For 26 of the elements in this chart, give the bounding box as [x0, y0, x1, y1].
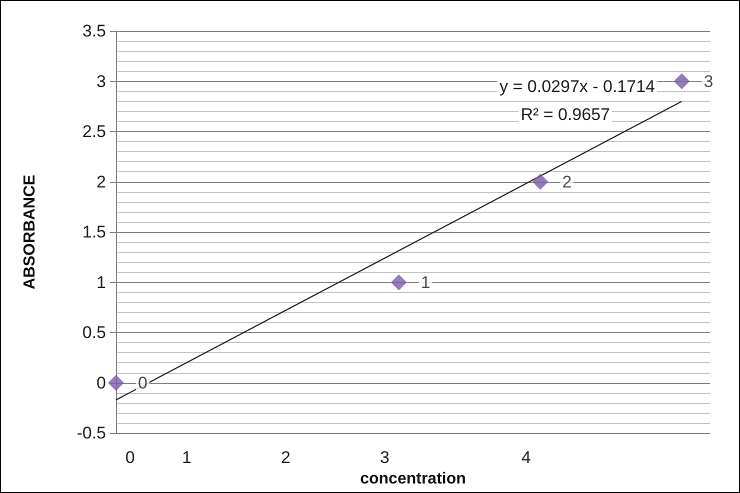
- point: [532, 174, 548, 190]
- x-axis-title: concentration: [360, 470, 466, 488]
- annotation: R² = 0.9657: [520, 105, 610, 124]
- y-axis-title: ABSORBANCE: [22, 174, 38, 290]
- data-label: 1: [420, 272, 430, 292]
- y-tick-label: 1.5: [82, 222, 106, 242]
- data-label: 3: [704, 72, 714, 91]
- x-tick-label: 4: [521, 448, 531, 468]
- y-tick-label: 3.5: [82, 22, 106, 40]
- point: [108, 374, 124, 391]
- y-tick-label: 0: [96, 373, 106, 392]
- point: [674, 73, 690, 90]
- x-tick-label: 2: [280, 448, 290, 468]
- y-tick-label: 0.5: [82, 323, 106, 342]
- x-tick-label: 1: [182, 448, 192, 468]
- y-tick-label: 3: [96, 72, 106, 91]
- y-tick-label: 2: [96, 172, 106, 192]
- y-tick-label: -0.5: [76, 424, 106, 443]
- x-tick-label: 0: [125, 448, 135, 468]
- y-tick-label: 1: [96, 272, 106, 292]
- data-label: 2: [562, 172, 572, 192]
- x-tick-label: 3: [380, 448, 390, 468]
- y-tick-label: 2.5: [82, 122, 106, 142]
- point: [390, 274, 407, 290]
- data-label: 0: [138, 373, 148, 392]
- annotation: y = 0.0297x - 0.1714: [500, 77, 656, 96]
